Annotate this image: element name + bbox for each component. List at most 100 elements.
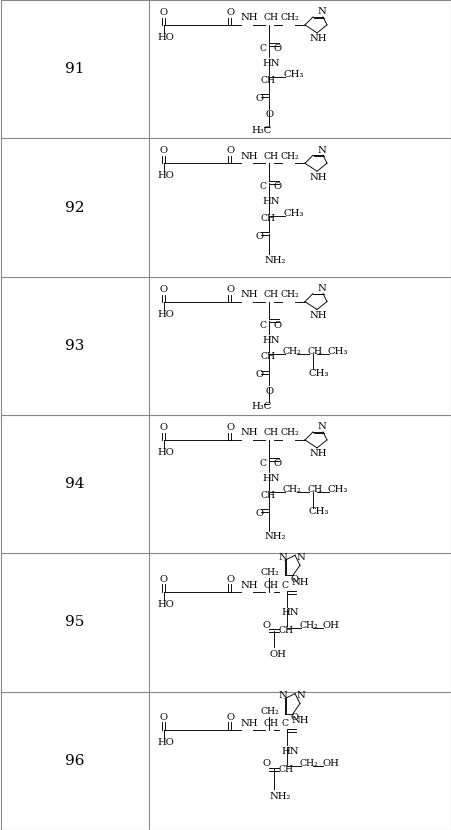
Text: HN: HN xyxy=(262,198,279,207)
Text: CH: CH xyxy=(263,13,279,22)
Text: HO: HO xyxy=(156,600,174,609)
Text: NH: NH xyxy=(308,449,326,458)
Text: HN: HN xyxy=(281,747,298,755)
Text: CH: CH xyxy=(260,491,276,500)
Text: 96: 96 xyxy=(64,754,84,768)
Text: HO: HO xyxy=(156,448,174,457)
Text: CH₃: CH₃ xyxy=(283,208,304,217)
Text: O: O xyxy=(160,714,168,722)
Text: CH: CH xyxy=(260,76,276,85)
Text: N: N xyxy=(277,553,286,562)
Text: O: O xyxy=(160,146,168,155)
Text: O: O xyxy=(290,575,299,584)
Text: O: O xyxy=(265,387,273,396)
Text: CH₂: CH₂ xyxy=(281,152,299,161)
Text: HO: HO xyxy=(156,310,174,319)
Text: N: N xyxy=(317,7,326,17)
Text: O: O xyxy=(255,94,263,103)
Text: C: C xyxy=(259,459,267,468)
Text: CH: CH xyxy=(260,353,276,361)
Text: C: C xyxy=(281,719,288,728)
Text: CH: CH xyxy=(307,486,322,494)
Text: CH₂: CH₂ xyxy=(299,759,318,768)
Text: CH: CH xyxy=(263,290,279,299)
Text: CH: CH xyxy=(263,581,279,589)
Text: H₃C: H₃C xyxy=(250,125,271,134)
Text: CH: CH xyxy=(307,347,322,356)
Text: NH₂: NH₂ xyxy=(268,793,290,801)
Text: O: O xyxy=(255,232,263,241)
Text: O: O xyxy=(226,575,235,584)
Text: O: O xyxy=(290,714,299,722)
Text: O: O xyxy=(160,8,168,17)
Text: O: O xyxy=(262,621,271,630)
Text: CH₃: CH₃ xyxy=(308,369,329,378)
Text: O: O xyxy=(160,423,168,432)
Text: O: O xyxy=(226,423,235,432)
Text: C: C xyxy=(259,44,267,53)
Text: C: C xyxy=(259,183,267,191)
Text: NH: NH xyxy=(290,716,308,725)
Text: O: O xyxy=(255,370,263,379)
Text: NH₂: NH₂ xyxy=(263,256,285,265)
Text: N: N xyxy=(295,691,304,700)
Text: HO: HO xyxy=(156,171,174,180)
Text: C: C xyxy=(281,581,288,589)
Text: OH: OH xyxy=(322,621,339,630)
Text: NH: NH xyxy=(239,13,257,22)
Text: O: O xyxy=(226,714,235,722)
Text: NH: NH xyxy=(290,578,308,587)
Text: OH: OH xyxy=(322,759,339,768)
Text: CH₃: CH₃ xyxy=(283,71,304,79)
Text: O: O xyxy=(255,509,263,518)
Text: NH: NH xyxy=(239,152,257,161)
Text: HN: HN xyxy=(281,608,298,618)
Text: O: O xyxy=(160,575,168,584)
Text: O: O xyxy=(265,110,273,120)
Text: CH₂: CH₂ xyxy=(260,706,279,715)
Text: O: O xyxy=(273,459,281,468)
Text: O: O xyxy=(160,285,168,294)
Text: CH₃: CH₃ xyxy=(327,347,348,356)
Text: N: N xyxy=(295,553,304,562)
Text: CH₃: CH₃ xyxy=(308,507,329,516)
Text: CH₂: CH₂ xyxy=(282,347,301,356)
Text: CH₂: CH₂ xyxy=(260,569,279,577)
Text: CH₃: CH₃ xyxy=(327,486,348,494)
Text: 91: 91 xyxy=(64,62,84,76)
Text: O: O xyxy=(273,44,281,53)
Text: HN: HN xyxy=(262,59,279,68)
Text: CH₂: CH₂ xyxy=(281,290,299,299)
Text: O: O xyxy=(226,8,235,17)
Text: C: C xyxy=(259,320,267,330)
Text: H₃C: H₃C xyxy=(250,403,271,411)
Text: CH₂: CH₂ xyxy=(299,621,318,630)
Text: CH₂: CH₂ xyxy=(281,13,299,22)
Text: HN: HN xyxy=(262,474,279,483)
Text: CH: CH xyxy=(263,719,279,728)
Text: O: O xyxy=(273,183,281,191)
Text: N: N xyxy=(317,284,326,293)
Text: 94: 94 xyxy=(64,477,84,491)
Text: CH: CH xyxy=(278,627,294,635)
Text: CH₂: CH₂ xyxy=(281,428,299,437)
Text: HO: HO xyxy=(156,739,174,747)
Text: NH: NH xyxy=(308,34,326,43)
Text: 93: 93 xyxy=(64,339,84,353)
Text: NH: NH xyxy=(308,311,326,320)
Text: NH₂: NH₂ xyxy=(263,532,285,541)
Text: OH: OH xyxy=(269,650,286,659)
Text: O: O xyxy=(226,285,235,294)
Text: O: O xyxy=(273,320,281,330)
Text: CH: CH xyxy=(263,152,279,161)
Text: 95: 95 xyxy=(64,616,84,629)
Text: HO: HO xyxy=(156,33,174,42)
Text: CH: CH xyxy=(260,214,276,223)
Text: CH: CH xyxy=(263,428,279,437)
Text: NH: NH xyxy=(239,719,257,728)
Text: N: N xyxy=(317,422,326,432)
Text: O: O xyxy=(262,759,271,768)
Text: CH₂: CH₂ xyxy=(282,486,301,494)
Text: 92: 92 xyxy=(64,201,84,214)
Text: NH: NH xyxy=(239,428,257,437)
